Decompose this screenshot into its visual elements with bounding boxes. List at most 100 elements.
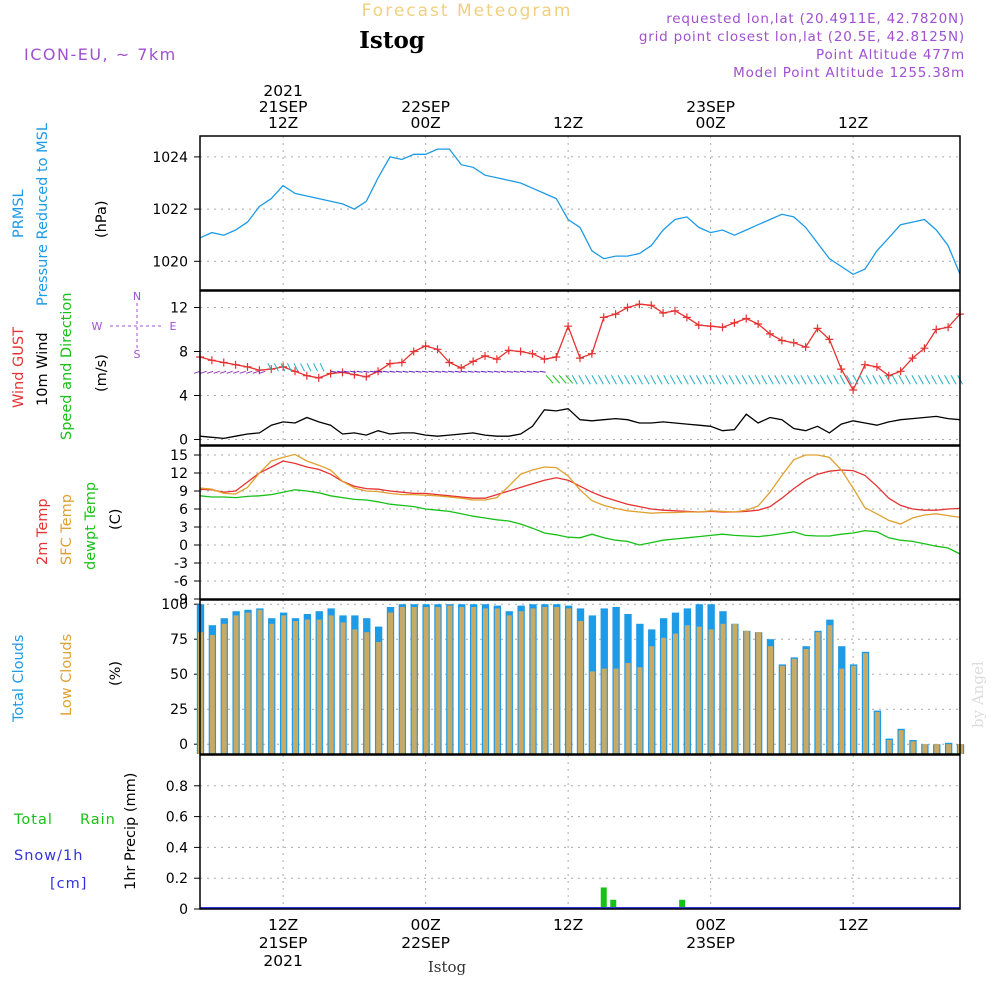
requested-coords: requested lon,lat (20.4911E, 42.7820N): [666, 11, 965, 27]
low-cloud-bar: [483, 608, 488, 754]
low-cloud-bar: [851, 665, 857, 754]
wind-direction-arrow: [330, 370, 337, 373]
wind-direction-arrow: [246, 370, 253, 374]
wind-direction-arrow: [852, 375, 859, 385]
y-tick-label: 0.6: [166, 810, 188, 826]
low-cloud-bar: [518, 611, 524, 754]
gust-marker: [409, 347, 418, 356]
wind-direction-arrow: [571, 375, 578, 385]
panel-frame: [199, 599, 961, 755]
y-tick-label: 100: [161, 597, 188, 613]
bottom-time-label: 00Z: [410, 916, 440, 934]
gust-marker: [219, 358, 228, 367]
wind-direction-arrow: [552, 374, 561, 384]
low-cloud-bar: [471, 607, 477, 754]
low-cloud-bar: [293, 621, 298, 754]
wind-direction-arrow: [219, 370, 227, 374]
wind-direction-arrow: [872, 375, 879, 385]
wind-direction-arrow: [252, 370, 259, 374]
panel-pressure: 1020 1022 1024: [152, 135, 961, 291]
wind-direction-arrow: [506, 370, 514, 373]
low-cloud-bar: [708, 629, 714, 754]
wind-direction-arrow: [395, 370, 403, 373]
series-line-dewpt-temp: [199, 489, 961, 555]
gust-marker: [861, 360, 869, 369]
gust-marker: [896, 367, 905, 376]
low-cloud-bar: [756, 632, 762, 754]
series-line-sfc-temp: [199, 453, 961, 525]
wind-direction-arrow: [421, 370, 429, 373]
wind-direction-arrow: [643, 375, 650, 385]
gust-marker: [611, 310, 620, 319]
low-cloud-bar: [459, 607, 465, 754]
wind-direction-arrow: [611, 375, 617, 385]
gust-marker: [231, 360, 240, 369]
bottom-time-label: 2021: [263, 952, 302, 970]
wind-direction-arrow: [337, 370, 344, 373]
wind-direction-arrow: [748, 375, 755, 385]
y-tick-label: 0: [179, 433, 188, 449]
wind-direction-arrow: [676, 375, 683, 385]
chart-title: Forecast Meteogram: [362, 1, 573, 21]
wind-direction-arrow: [689, 375, 696, 385]
y-tick-label: 9: [179, 484, 188, 500]
gust-marker: [576, 354, 584, 363]
low-cloud-bar: [803, 649, 809, 754]
low-cloud-bar: [209, 635, 215, 754]
wind-direction-arrow: [859, 375, 866, 385]
wind-direction-arrow: [213, 370, 220, 374]
wind-direction-arrow: [931, 375, 937, 385]
wind-direction-arrow: [259, 370, 266, 374]
gust-marker: [386, 359, 394, 368]
total-cloud-label: Total Clouds: [11, 635, 27, 723]
low-cloud-label: Low Clouds: [59, 634, 75, 716]
low-cloud-bar: [696, 626, 702, 754]
wind-direction-arrow: [454, 370, 461, 373]
wind-direction-arrow: [273, 363, 279, 372]
bottom-time-label: 22SEP: [401, 934, 450, 952]
wind-direction-arrow: [480, 370, 487, 373]
panel-wind: 0 4 8 12: [170, 290, 964, 449]
wind-direction-arrow: [944, 375, 950, 385]
low-cloud-bar: [720, 623, 726, 754]
wind-direction-arrow: [630, 375, 637, 385]
gust-marker: [243, 362, 252, 371]
low-cloud-bar: [779, 665, 785, 754]
low-cloud-bar: [233, 615, 239, 754]
wind-direction-arrow: [428, 370, 435, 373]
precip-cm-label: [cm]: [50, 876, 87, 892]
low-cloud-bar: [649, 646, 655, 754]
bottom-time-label: 12Z: [838, 916, 868, 934]
low-cloud-bar: [661, 637, 667, 754]
top-time-label: 2021: [263, 82, 302, 100]
wind-direction-arrow: [669, 375, 676, 385]
wind-direction-arrow: [767, 375, 774, 385]
low-cloud-bar: [423, 607, 429, 754]
wind-direction-arrow: [637, 375, 644, 385]
wind-direction-arrow: [415, 370, 422, 373]
panel-precip: 0.8 0.6 0.4 0.2 0: [166, 754, 961, 918]
gust-marker: [837, 365, 846, 374]
gust-marker: [397, 358, 406, 367]
gust-marker: [207, 356, 216, 365]
gust-marker: [789, 338, 798, 347]
gust-marker: [516, 347, 525, 356]
wind-direction-arrow: [591, 375, 598, 385]
y-tick-label: 8: [179, 345, 188, 361]
wind-direction-arrow: [735, 375, 741, 385]
wind-direction-arrow: [526, 370, 533, 373]
low-cloud-bar: [827, 625, 833, 754]
wind-dir-label: Speed and Direction: [59, 293, 75, 440]
wind-direction-arrow: [846, 375, 853, 385]
bottom-time-label: 21SEP: [259, 934, 308, 952]
low-cloud-bar: [791, 658, 797, 754]
wind-direction-arrow: [578, 375, 585, 385]
gust-marker: [671, 306, 679, 315]
wind-direction-arrow: [519, 370, 527, 373]
y-tick-label: 0: [179, 902, 188, 918]
temp2m-label: 2m Temp: [35, 498, 51, 565]
compass-w: W: [92, 320, 103, 333]
y-tick-label: 0.2: [166, 871, 188, 887]
wind-direction-arrow: [226, 370, 233, 374]
